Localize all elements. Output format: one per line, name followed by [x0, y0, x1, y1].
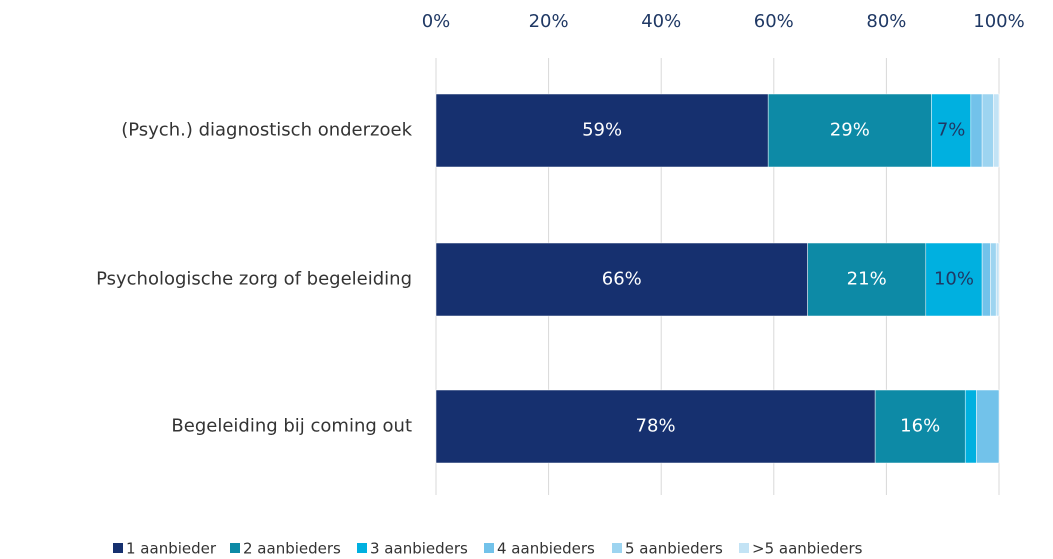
legend-label: 5 aanbieders [625, 540, 723, 558]
bar-segment [981, 242, 991, 317]
bar-segment [993, 93, 1000, 168]
bar-segment [981, 93, 994, 168]
x-tick-label: 40% [641, 11, 681, 32]
x-tick-label: 80% [866, 11, 906, 32]
data-label: 21% [847, 269, 887, 290]
x-tick-label: 0% [422, 11, 451, 32]
data-label: 59% [582, 120, 622, 141]
data-label: 66% [602, 269, 642, 290]
legend-swatch [357, 543, 367, 553]
data-label: 78% [636, 416, 676, 437]
bar-segment [435, 242, 808, 317]
bar-segment [874, 389, 966, 464]
bar-segment [925, 242, 983, 317]
x-tick-label: 100% [973, 11, 1024, 32]
data-label: 16% [900, 416, 940, 437]
category-label: (Psych.) diagnostisch onderzoek [121, 120, 412, 141]
legend-label: >5 aanbieders [752, 540, 863, 558]
bar-segment [995, 242, 1000, 317]
category-label: Psychologische zorg of begeleiding [96, 269, 412, 290]
category-label: Begeleiding bij coming out [171, 416, 412, 437]
bar-segment [807, 242, 927, 317]
legend-swatch [113, 543, 123, 553]
bar-segment [990, 242, 997, 317]
bar-segment [435, 389, 876, 464]
data-label: 7% [937, 120, 966, 141]
legend-swatch [612, 543, 622, 553]
legend-label: 4 aanbieders [497, 540, 595, 558]
bar-segment [931, 93, 972, 168]
bar-segment [970, 93, 983, 168]
legend-swatch [230, 543, 240, 553]
data-label: 29% [830, 120, 870, 141]
legend-label: 3 aanbieders [370, 540, 468, 558]
data-label: 10% [934, 269, 974, 290]
x-tick-label: 60% [754, 11, 794, 32]
legend-label: 1 aanbieder [126, 540, 217, 558]
x-tick-label: 20% [529, 11, 569, 32]
bar-segment [435, 93, 769, 168]
legend-label: 2 aanbieders [243, 540, 341, 558]
legend-swatch [484, 543, 494, 553]
bar-segment [964, 389, 977, 464]
bar-segment [976, 389, 1000, 464]
legend-swatch [739, 543, 749, 553]
